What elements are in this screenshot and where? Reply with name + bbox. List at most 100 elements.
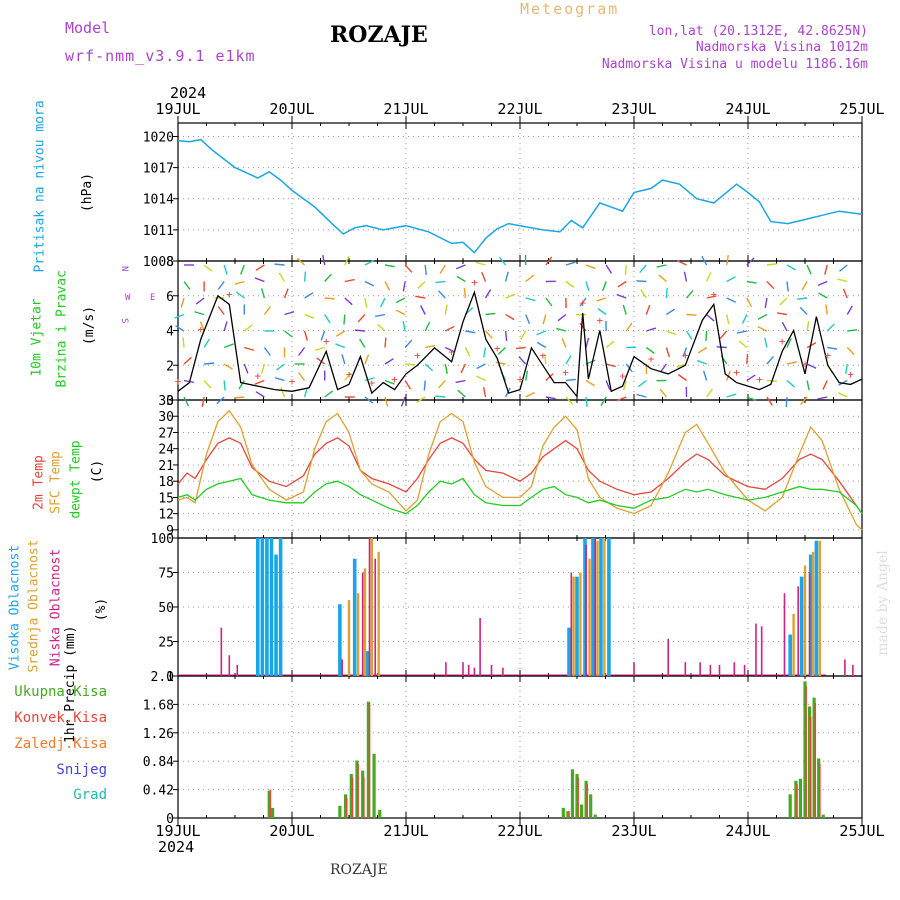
wind-arrow [201, 396, 205, 407]
wind-arrow [799, 306, 808, 315]
wind-arrow [585, 396, 588, 408]
x-tick-label-bottom: 21JUL [383, 822, 428, 840]
wind-arrow [243, 324, 253, 332]
wind-arrow [746, 353, 749, 365]
wind-arrow [677, 374, 687, 382]
wind-arrow [324, 273, 332, 282]
low-cloud-bar [479, 618, 481, 676]
wind-gust-mark: + [824, 349, 831, 362]
wind-arrow [344, 297, 353, 306]
y-tick-label: 0.84 [143, 755, 174, 770]
wind-gust-mark: + [539, 349, 546, 362]
dewpt-line [177, 477, 863, 515]
wind-arrow [786, 281, 789, 292]
wind-arrow [806, 380, 810, 391]
wind-arrow [203, 338, 210, 348]
wind-arrow [182, 337, 185, 348]
wind-arrow [424, 321, 431, 332]
high-cloud-bar [338, 604, 342, 676]
conv-precip-bar [586, 784, 589, 818]
low-cloud-bar [844, 659, 846, 676]
wind-arrow [800, 396, 808, 406]
wind-arrow [602, 281, 607, 292]
conv-precip-bar [805, 686, 807, 818]
wind-arrow [726, 276, 736, 283]
total-precip-bar [584, 780, 588, 818]
low-cloud-bar [760, 626, 763, 676]
wind-arrow [525, 370, 529, 381]
mid-cloud-bar [579, 572, 582, 676]
wind-arrow [683, 271, 688, 282]
wind-arrow [183, 379, 194, 384]
wind-arrow [402, 281, 406, 292]
wind-arrow [180, 297, 185, 308]
wind-arrow [781, 321, 788, 332]
wind-arrow [585, 379, 595, 387]
conv-precip-bar [796, 784, 798, 818]
total-precip-bar [593, 814, 597, 818]
wind-arrow [303, 271, 307, 282]
wind-arrow [786, 338, 792, 348]
wind-arrow [646, 327, 657, 332]
wind-gust-mark: + [562, 366, 569, 379]
x-tick-label-bottom: 19JUL [155, 822, 200, 840]
total-precip-bar [807, 706, 812, 818]
wind-arrow [435, 280, 446, 284]
wind-gust-mark: + [346, 368, 353, 381]
y-tick-label: 75 [158, 567, 174, 582]
wind-arrow [260, 363, 266, 374]
year-top: 2024 [170, 84, 207, 102]
total-precip-bar [361, 770, 365, 818]
wind-arrow [846, 347, 855, 356]
wind-arrow [384, 396, 389, 407]
wind-arrow [481, 271, 487, 282]
wind-gust-mark: + [802, 358, 809, 371]
wind-arrow [837, 278, 848, 283]
mid-cloud-bar [803, 565, 807, 676]
wind-arrow [304, 313, 315, 319]
wind-arrow [455, 379, 466, 384]
mid-cloud-bar [363, 568, 367, 676]
wind-arrow [786, 361, 797, 365]
wind-arrow [519, 330, 527, 340]
wind-arrow [777, 312, 788, 316]
wind-arrow [806, 342, 817, 349]
elevation-model-text: Nadmorska Visina u modelu 1186.16m [601, 57, 868, 72]
precip-legend-graupel: Grad [73, 787, 107, 803]
wind-arrow [404, 380, 411, 390]
wind-arrow [726, 255, 729, 266]
high-cloud-bar [256, 538, 260, 676]
x-tick-label-bottom: 22JUL [497, 822, 542, 840]
wind-arrow [495, 361, 506, 365]
total-precip-bar [561, 807, 565, 818]
x-tick-label-top: 25JUL [839, 100, 884, 118]
wind-arrow [525, 274, 535, 283]
wind-gust-mark: + [596, 314, 603, 327]
high-cloud-bar [788, 634, 792, 676]
wind-gust-mark: + [197, 323, 204, 336]
coords-text: lon,lat (20.1312E, 42.8625N) [648, 24, 868, 39]
wind-arrow [482, 387, 487, 398]
wind-arrow [437, 290, 446, 299]
wind-arrow [283, 288, 289, 299]
y-tick-label: 1008 [143, 255, 174, 270]
wind-arrow [395, 297, 406, 304]
wind-arrow [364, 259, 375, 266]
wind-arrow [676, 363, 687, 368]
wind-arrow [485, 312, 496, 316]
total-precip-bar [378, 809, 382, 818]
precip-legend-total: Ukupna Kisa [14, 684, 107, 700]
x-tick-label-top: 19JUL [155, 100, 200, 118]
wind-arrow [677, 260, 687, 266]
wind-gust-mark: + [733, 366, 740, 379]
high-cloud-bar [591, 538, 595, 676]
wind-arrow [364, 280, 375, 287]
y-tick-label: 8 [166, 255, 174, 270]
wind-arrow [223, 321, 228, 332]
wind-arrow [465, 330, 476, 334]
total-precip-bar [812, 697, 816, 818]
wind-arrow [195, 297, 205, 305]
wind-arrow [183, 281, 191, 290]
high-cloud-bar [260, 538, 265, 676]
low-cloud-bar [490, 664, 493, 676]
